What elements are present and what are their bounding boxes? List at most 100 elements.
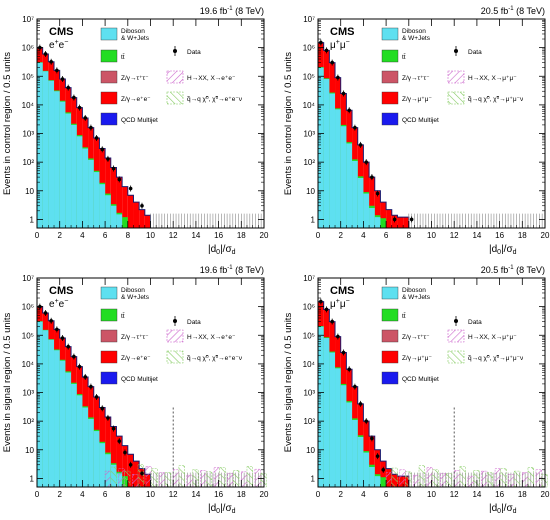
data-point [358, 402, 363, 406]
signal-hxx-bar [494, 468, 501, 488]
data-point [370, 436, 374, 441]
data-point [330, 60, 334, 65]
bkg-diboson-bar [346, 402, 353, 487]
cms-label: CMS [330, 26, 354, 38]
data-point [72, 95, 76, 100]
signal-squark-bar [165, 472, 172, 488]
bkg-diboson-bar [82, 407, 89, 487]
legend-swatch-data [173, 49, 177, 53]
legend-swatch-diboson [100, 27, 118, 41]
bkg-zll-bar [374, 190, 381, 228]
bkg-diboson-bar [65, 372, 72, 487]
signal-squark-bar [446, 473, 453, 488]
legend-label-diboson-2: & W+Jets [402, 35, 431, 42]
bkg-diboson-bar [71, 383, 77, 487]
bkg-zll-bar [127, 195, 134, 228]
data-point [100, 147, 105, 152]
signal-squark-bar [260, 473, 267, 488]
bkg-zll-bar [144, 215, 151, 228]
legend-swatch-hxx [166, 70, 184, 84]
bkg-zll-bar [403, 217, 409, 228]
data-point [55, 68, 59, 73]
data-point [128, 186, 133, 191]
legend-swatch-ttbar [381, 308, 399, 322]
y-tick-label: 10³ [303, 389, 315, 398]
x-tick-label: 16 [214, 231, 223, 240]
x-tick-label: 14 [191, 231, 200, 240]
y-tick-label: 1 [30, 474, 35, 483]
data-point [324, 48, 329, 53]
lumi-label: 20.5 fb-1 (8 TeV) [481, 265, 545, 275]
bkg-diboson-bar [37, 62, 43, 229]
x-tick-label: 0 [35, 490, 40, 499]
legend-label-squark: q̃→q χ̃⁰, χ̃⁰→μ⁺μ⁻ν [468, 95, 524, 103]
x-tick-label: 8 [407, 490, 412, 499]
bkg-zll-bar [374, 449, 381, 487]
cms-label: CMS [330, 285, 354, 297]
data-point [409, 217, 414, 222]
x-tick-label: 14 [472, 231, 481, 240]
bkg-ttbar-bar [122, 217, 128, 228]
x-tick-label: 12 [169, 490, 178, 499]
x-tick-label: 20 [541, 231, 550, 240]
data-point [341, 91, 346, 96]
signal-squark-bar [151, 468, 158, 488]
legend-swatch-hxx [447, 70, 465, 84]
signal-squark-bar [233, 470, 240, 488]
bkg-diboson-bar [42, 71, 49, 229]
y-tick-label: 10⁷ [303, 15, 315, 24]
bkg-ttbar-bar [380, 218, 387, 228]
data-point [128, 462, 133, 467]
bkg-diboson-bar [340, 385, 347, 487]
y-tick-label: 10³ [303, 130, 315, 139]
bkg-diboson-bar [105, 195, 111, 228]
bkg-zll-bar [122, 186, 128, 228]
data-point [358, 143, 363, 147]
x-tick-label: 10 [146, 490, 155, 499]
bkg-diboson-bar [59, 360, 66, 487]
bkg-zll-bar [369, 436, 375, 487]
data-point [72, 354, 76, 359]
legend-label-ttbar: tt̄ [121, 312, 125, 320]
x-tick-label: 12 [450, 231, 459, 240]
x-tick-label: 20 [260, 231, 269, 240]
bkg-diboson-bar [93, 431, 100, 487]
data-point [375, 454, 380, 458]
legend-label-squark: q̃→q χ̃⁰, χ̃⁰→e⁺e⁻ν [187, 354, 242, 362]
bkg-diboson-bar [352, 160, 358, 228]
bkg-zll-bar [133, 202, 140, 228]
bkg-ttbar-bar [380, 477, 387, 487]
bkg-diboson-bar [335, 109, 341, 228]
legend-swatch-qcd [100, 112, 118, 126]
x-tick-label: 12 [450, 490, 459, 499]
bkg-zll-bar [380, 202, 387, 228]
data-point [140, 471, 144, 476]
bkg-diboson-bar [105, 454, 111, 487]
bkg-zll-bar [105, 157, 111, 228]
x-axis-title: |d0|/σd [489, 244, 517, 256]
y-tick-label: 10⁴ [303, 101, 316, 110]
x-tick-label: 12 [169, 231, 178, 240]
legend-swatch-squark [447, 350, 465, 364]
y-tick-label: 10⁶ [22, 303, 34, 312]
bkg-diboson-bar [76, 395, 83, 487]
data-point [319, 299, 323, 304]
x-tick-label: 2 [57, 231, 62, 240]
legend-swatch-ztautau [381, 329, 399, 343]
x-tick-label: 0 [316, 490, 321, 499]
y-tick-label: 10² [303, 417, 315, 426]
y-axis-title: Events in control region / 0.5 units [2, 52, 13, 195]
bkg-zll-bar [110, 426, 117, 487]
bkg-diboson-bar [93, 172, 100, 228]
bkg-zll-bar [386, 209, 392, 228]
data-point [353, 384, 357, 389]
legend-swatch-data [454, 319, 458, 323]
legend-label-diboson-2: & W+Jets [402, 294, 431, 301]
legend-label-ttbar: tt̄ [121, 53, 125, 61]
x-tick-label: 16 [495, 490, 504, 499]
y-tick-label: 10⁴ [22, 101, 35, 110]
legend-swatch-data [173, 319, 177, 323]
panel-top-left: 1 10 10² 10³ 10⁴ 10⁵ 10⁶ 10⁷ 0 2 4 6 8 10 12 14 16 18 20 Ev… [2, 6, 269, 256]
y-tick-label: 10⁵ [22, 72, 34, 81]
